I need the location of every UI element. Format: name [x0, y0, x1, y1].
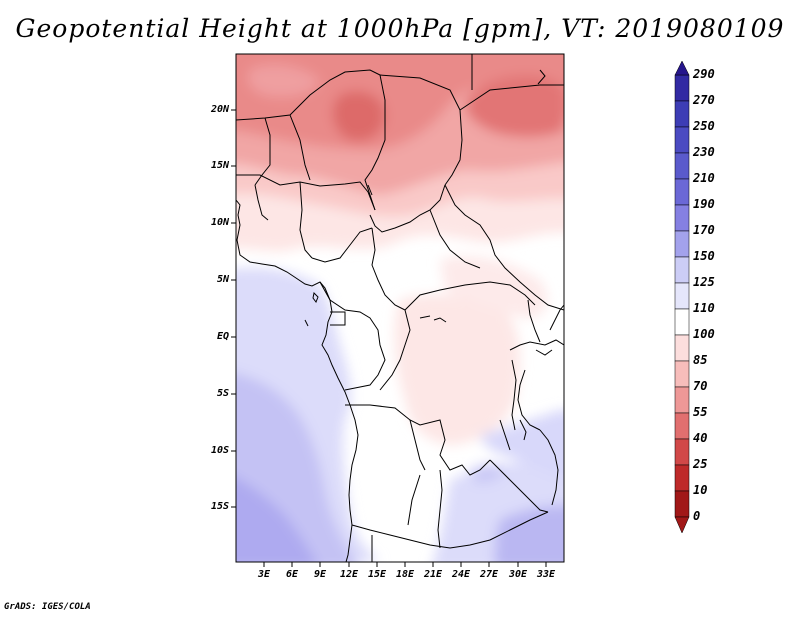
colorbar-label: 290: [693, 67, 715, 81]
lon-label: 15E: [367, 569, 387, 580]
colorbar-label: 230: [693, 145, 715, 159]
lon-label: 12E: [339, 569, 359, 580]
colorbar-label: 0: [693, 509, 701, 523]
lon-label: 3E: [257, 569, 271, 580]
height-field: [236, 54, 564, 562]
colorbar-swatch: [674, 464, 690, 492]
colorbar-swatch: [674, 178, 690, 206]
colorbar-swatch: [674, 438, 690, 466]
colorbar-top-arrow: [674, 60, 690, 76]
colorbar: [674, 60, 690, 534]
lat-label: EQ: [216, 331, 229, 342]
colorbar-label: 150: [693, 249, 715, 263]
colorbar-label: 210: [693, 171, 715, 185]
lakes: [304, 184, 447, 327]
lon-label: 21E: [423, 569, 443, 580]
colorbar-swatch: [674, 204, 690, 232]
lon-label: 33E: [536, 569, 556, 580]
lon-label: 24E: [451, 569, 471, 580]
colorbar-label: 55: [693, 405, 708, 419]
colorbar-swatch: [674, 100, 690, 128]
colorbar-label: 25: [693, 457, 708, 471]
colorbar-swatch: [674, 412, 690, 440]
lat-label: 15N: [210, 160, 229, 171]
map-frame: [235, 53, 565, 563]
colorbar-swatch: [674, 256, 690, 284]
chart-title: Geopotential Height at 1000hPa [gpm], VT…: [15, 14, 785, 43]
colorbar-label: 270: [693, 93, 715, 107]
colorbar-swatch: [674, 360, 690, 388]
lat-label: 10S: [210, 445, 229, 456]
axis-ticks: [231, 109, 547, 567]
colorbar-label: 250: [693, 119, 715, 133]
colorbar-swatch: [674, 126, 690, 154]
colorbar-label: 125: [693, 275, 715, 289]
lat-label: 5N: [216, 274, 229, 285]
lon-label: 18E: [395, 569, 415, 580]
lon-label: 27E: [479, 569, 499, 580]
colorbar-label: 10: [693, 483, 708, 497]
lat-label: 15S: [210, 501, 229, 512]
country-borders: [236, 54, 564, 562]
colorbar-swatch: [674, 386, 690, 414]
colorbar-label: 110: [693, 301, 715, 315]
lat-label: 20N: [210, 104, 229, 115]
colorbar-swatch: [674, 334, 690, 362]
colorbar-label: 100: [693, 327, 715, 341]
colorbar-swatch: [674, 490, 690, 518]
colorbar-swatch: [674, 230, 690, 258]
colorbar-swatch: [674, 74, 690, 102]
lon-label: 6E: [285, 569, 299, 580]
lat-label: 10N: [210, 217, 229, 228]
colorbar-bottom-arrow: [674, 516, 690, 534]
lat-label: 5S: [216, 388, 229, 399]
colorbar-label: 70: [693, 379, 708, 393]
lon-label: 9E: [313, 569, 327, 580]
colorbar-swatch: [674, 308, 690, 336]
colorbar-swatch: [674, 282, 690, 310]
colorbar-label: 85: [693, 353, 708, 367]
colorbar-label: 190: [693, 197, 715, 211]
colorbar-label: 170: [693, 223, 715, 237]
colorbar-label: 40: [693, 431, 708, 445]
lon-label: 30E: [508, 569, 528, 580]
colorbar-swatch: [674, 152, 690, 180]
credit-label: GrADS: IGES/COLA: [4, 602, 91, 612]
